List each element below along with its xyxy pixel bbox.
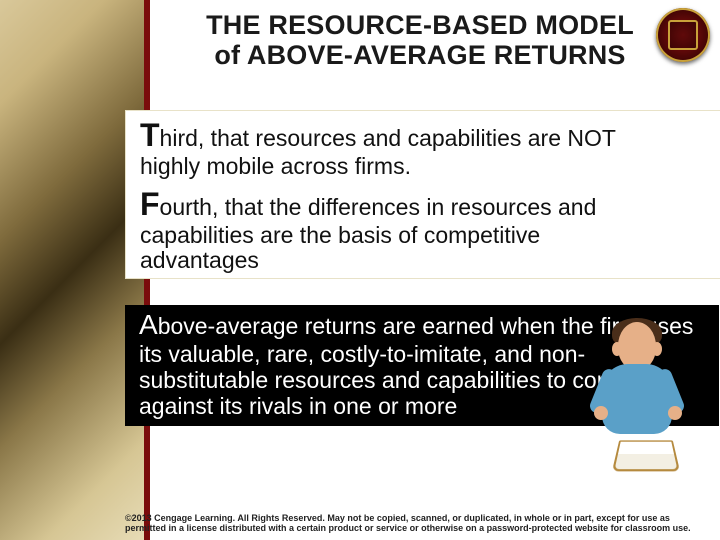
- title-line-1: THE RESOURCE-BASED MODEL: [170, 10, 670, 40]
- title-line-2: of ABOVE-AVERAGE RETURNS: [170, 40, 670, 70]
- para-third: Third, that resources and capabilities a…: [140, 117, 712, 180]
- clipart-head: [618, 322, 656, 370]
- clipart-hand-right: [668, 406, 682, 420]
- para-fourth: Fourth, that the differences in resource…: [140, 186, 712, 274]
- dropcap-overlay: A: [139, 309, 158, 340]
- clipart-ear-left: [612, 342, 622, 356]
- dropcap-fourth: F: [140, 186, 160, 222]
- dropcap-third: T: [140, 117, 160, 153]
- para-third-rest-2: highly mobile across firms.: [140, 153, 712, 180]
- clipart-ear-right: [652, 342, 662, 356]
- slide: THE RESOURCE-BASED MODEL of ABOVE-AVERAG…: [0, 0, 720, 540]
- para-third-rest-1: hird, that resources and capabilities ar…: [160, 125, 616, 151]
- clipart-book: [612, 440, 680, 471]
- slide-title: THE RESOURCE-BASED MODEL of ABOVE-AVERAG…: [170, 10, 670, 70]
- clipart-hand-left: [594, 406, 608, 420]
- thinker-clipart: [572, 320, 692, 480]
- para-fourth-rest-1: ourth, that the differences in resources…: [160, 194, 597, 220]
- para-fourth-rest-2: capabilities are the basis of competitiv…: [140, 222, 712, 249]
- body-text: Third, that resources and capabilities a…: [125, 110, 720, 279]
- copyright-footer: ©2013 Cengage Learning. All Rights Reser…: [125, 514, 706, 534]
- para-fourth-rest-3: advantages: [140, 247, 712, 274]
